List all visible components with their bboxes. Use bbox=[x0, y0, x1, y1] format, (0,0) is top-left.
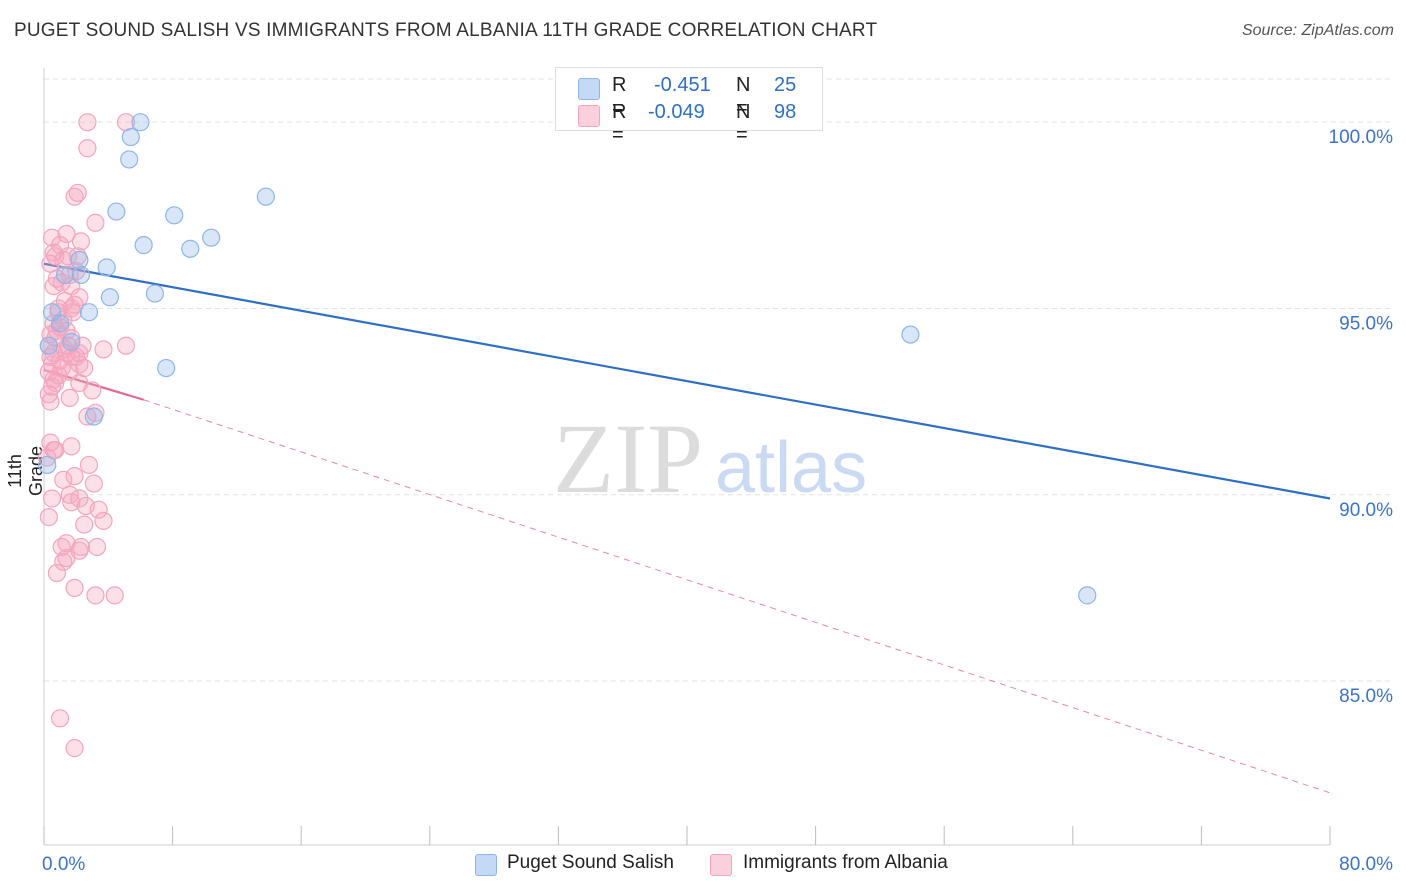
y-tick-label: 95.0% bbox=[1339, 313, 1393, 334]
y-tick-label: 100.0% bbox=[1329, 127, 1394, 148]
source-credit: Source: ZipAtlas.com bbox=[1241, 22, 1394, 39]
watermark-zip: ZIP bbox=[553, 403, 703, 514]
x-tick-label-min: 0.0% bbox=[42, 854, 85, 875]
albania-point bbox=[65, 467, 84, 486]
albania-point bbox=[44, 370, 63, 389]
albania-point bbox=[52, 537, 71, 557]
salish-trend-line bbox=[43, 262, 1331, 500]
chart-title: PUGET SOUND SALISH VS IMMIGRANTS FROM AL… bbox=[14, 20, 878, 41]
salish-point bbox=[50, 314, 70, 333]
salish-point bbox=[202, 228, 221, 247]
albania-point bbox=[68, 183, 87, 203]
legend-label: Immigrants from Albania bbox=[743, 852, 948, 873]
salish-point bbox=[107, 202, 126, 221]
salish-point bbox=[145, 284, 165, 303]
trend-lines bbox=[43, 262, 1331, 794]
salish-point bbox=[100, 288, 120, 307]
albania-point bbox=[65, 739, 84, 758]
r-label: R = bbox=[612, 101, 627, 146]
albania-point bbox=[94, 511, 113, 530]
salish-point bbox=[256, 187, 275, 206]
albania-point bbox=[39, 508, 58, 527]
salish-point bbox=[121, 127, 140, 147]
albania-point bbox=[47, 563, 66, 583]
watermark-atlas: atlas bbox=[715, 428, 867, 508]
salish-point bbox=[39, 336, 58, 355]
albania-point bbox=[94, 340, 113, 359]
albania-point bbox=[70, 489, 89, 508]
n-value: 25 bbox=[774, 74, 797, 96]
salish-point bbox=[62, 332, 81, 352]
salish-point bbox=[79, 303, 99, 322]
n-value: 98 bbox=[774, 101, 797, 123]
salish-point bbox=[70, 250, 89, 270]
salish-point bbox=[38, 455, 57, 475]
r-value: -0.049 bbox=[648, 101, 705, 123]
albania-point bbox=[78, 407, 97, 426]
albania-point bbox=[42, 377, 62, 396]
salish-point bbox=[165, 206, 184, 225]
albania-point bbox=[79, 455, 99, 475]
albania-point bbox=[78, 139, 97, 158]
albania-point bbox=[63, 303, 83, 322]
albania-point bbox=[65, 578, 84, 598]
albania-point bbox=[87, 537, 107, 557]
stats-box: R = -0.451 N = 25 R = -0.049 N = 98 bbox=[555, 67, 823, 146]
salish-point bbox=[120, 150, 139, 169]
salish-point bbox=[55, 265, 74, 285]
albania-point bbox=[116, 336, 136, 355]
n-label: N = bbox=[736, 101, 751, 146]
legend-label: Puget Sound Salish bbox=[507, 852, 674, 873]
salish-point bbox=[1078, 586, 1097, 605]
albania-point bbox=[46, 247, 65, 266]
albania-point bbox=[42, 489, 62, 508]
albania-point bbox=[38, 448, 57, 467]
salish-point bbox=[71, 265, 91, 285]
tick-labels: 100.0% 95.0% 90.0% 85.0% 0.0% 80.0% bbox=[42, 127, 1393, 875]
albania-point bbox=[105, 586, 124, 605]
albania-point bbox=[73, 336, 92, 355]
albania-point bbox=[86, 586, 105, 605]
albania-point bbox=[84, 474, 103, 493]
albania-point bbox=[62, 437, 81, 456]
x-tick-label-max: 80.0% bbox=[1339, 854, 1393, 875]
albania-point bbox=[41, 392, 60, 411]
r-value: -0.451 bbox=[654, 74, 711, 96]
pink-swatch bbox=[578, 105, 600, 127]
albania-point bbox=[75, 515, 94, 534]
y-tick-label: 85.0% bbox=[1339, 686, 1393, 707]
salish-point bbox=[181, 239, 200, 258]
albania-point bbox=[60, 485, 79, 504]
albania-point bbox=[71, 232, 91, 251]
n-label: N = bbox=[736, 74, 751, 119]
salish-point bbox=[901, 325, 920, 344]
watermark: ZIP atlas bbox=[553, 403, 867, 514]
legend-pink-swatch bbox=[710, 854, 732, 876]
legend-blue-swatch bbox=[475, 854, 497, 876]
salish-point bbox=[157, 358, 176, 378]
r-label: R = bbox=[612, 74, 627, 119]
y-tick-label: 90.0% bbox=[1339, 500, 1393, 521]
data-points bbox=[38, 113, 1097, 758]
salish-point bbox=[84, 407, 103, 426]
albania-point bbox=[57, 224, 76, 244]
salish-point bbox=[134, 236, 153, 255]
albania-point bbox=[50, 709, 70, 728]
albania-point bbox=[83, 381, 102, 400]
albania-point bbox=[86, 213, 105, 232]
albania-point bbox=[60, 388, 79, 407]
blue-swatch bbox=[578, 78, 600, 100]
albania-point bbox=[78, 113, 97, 132]
albania-point bbox=[54, 552, 73, 571]
salish-point bbox=[131, 113, 150, 132]
salish-point bbox=[97, 258, 116, 277]
albania-point bbox=[89, 500, 108, 519]
